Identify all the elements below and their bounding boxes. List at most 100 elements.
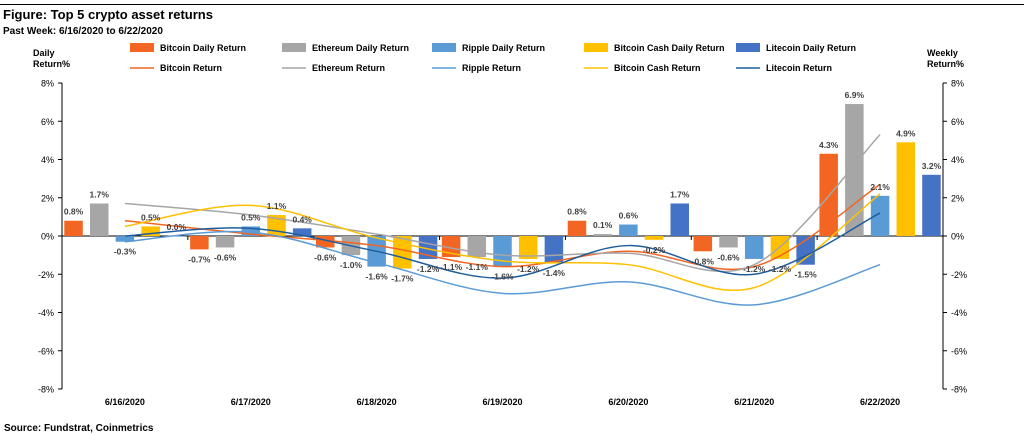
bar-data-label: -0.6% [214, 252, 237, 262]
legend-swatch-bar [432, 43, 456, 52]
bar [190, 236, 209, 250]
bar-data-label: -0.6% [314, 252, 337, 262]
bar-data-label: 3.2% [922, 161, 942, 171]
y-tick-label-left: 8% [41, 79, 54, 89]
y-tick-label-left: -8% [38, 385, 54, 395]
y-tick-label-right: -6% [951, 346, 967, 356]
bar-data-label: -0.8% [692, 256, 715, 266]
y-tick-label-left: -2% [38, 270, 54, 280]
y-tick-label-right: -4% [951, 308, 967, 318]
bar [896, 142, 916, 236]
legend-label: Ripple Daily Return [462, 43, 545, 53]
y-axis-title-right: Return% [927, 59, 964, 69]
bar-data-label: 0.6% [619, 211, 639, 221]
bar [393, 236, 412, 269]
bar [567, 220, 587, 236]
return-line [124, 212, 881, 279]
bar-data-label: 0.5% [141, 212, 161, 222]
bar [64, 220, 83, 236]
return-line [124, 134, 881, 273]
y-tick-label-right: 4% [951, 155, 964, 165]
legend-label: Ripple Return [462, 63, 521, 73]
y-tick-label-left: -4% [38, 308, 54, 318]
bar [241, 226, 261, 236]
x-tick-label: 6/20/2020 [608, 397, 648, 407]
legend-swatch-bar [736, 43, 760, 52]
y-tick-label-right: 0% [951, 232, 964, 242]
bar [619, 224, 638, 236]
bar [693, 236, 713, 252]
y-tick-label-left: 6% [41, 117, 54, 127]
legend-label: Litecoin Return [766, 63, 832, 73]
y-tick-label-left: -6% [38, 346, 54, 356]
bar-data-label: -0.7% [188, 254, 211, 264]
bar [845, 104, 864, 236]
bar-data-label: 0.0% [167, 222, 187, 232]
bar-data-label: 1.7% [670, 189, 690, 199]
bar-data-label: 2.1% [870, 182, 890, 192]
bar [215, 236, 235, 248]
bar-data-label: -1.0% [340, 260, 363, 270]
bar [518, 236, 538, 259]
bar [544, 236, 564, 263]
bar-data-label: 0.1% [593, 220, 613, 230]
return-line [124, 230, 881, 306]
bar-data-label: -1.4% [543, 268, 566, 278]
legend-label: Bitcoin Cash Return [614, 63, 701, 73]
legend-label: Bitcoin Return [160, 63, 222, 73]
bar [593, 234, 612, 236]
bar-data-label: 4.3% [819, 140, 839, 150]
bar-data-label: 0.8% [64, 207, 84, 217]
bar [315, 236, 335, 248]
bar-data-label: -1.2% [769, 264, 792, 274]
x-tick-label: 6/18/2020 [357, 397, 397, 407]
chart-title: Figure: Top 5 crypto asset returns [3, 7, 213, 22]
bar [870, 195, 890, 236]
y-tick-label-right: 2% [951, 193, 964, 203]
y-tick-label-left: 0% [41, 232, 54, 242]
x-tick-label: 6/16/2020 [105, 397, 145, 407]
legend-label: Bitcoin Daily Return [160, 43, 246, 53]
bar-data-label: -1.6% [366, 272, 389, 282]
x-tick-label: 6/22/2020 [860, 397, 900, 407]
bar-data-label: -1.2% [743, 264, 766, 274]
return-lines [124, 134, 881, 306]
chart-subtitle: Past Week: 6/16/2020 to 6/22/2020 [3, 26, 163, 37]
bar [493, 236, 512, 267]
y-tick-label-left: 2% [41, 193, 54, 203]
bar-data-label: -1.5% [795, 270, 818, 280]
bar [922, 174, 941, 236]
bar [744, 236, 764, 259]
y-axis-title-left: Return% [33, 59, 70, 69]
bar [467, 236, 487, 258]
bar [418, 236, 438, 259]
bar-data-label: -1.1% [440, 262, 463, 272]
return-line [124, 183, 881, 271]
x-tick-label: 6/17/2020 [231, 397, 271, 407]
y-tick-label-right: 8% [951, 79, 964, 89]
legend-label: Ethereum Return [312, 63, 385, 73]
bar-data-label: 0.4% [292, 214, 312, 224]
bar [292, 228, 312, 236]
legend-label: Litecoin Daily Return [766, 43, 856, 53]
bar-data-label: -1.7% [391, 274, 414, 284]
y-tick-label-right: 6% [951, 117, 964, 127]
bar [167, 236, 186, 237]
data-labels: 0.8%-0.7% -0.6%-1.1%0.8%-0.8%4.3%1.7%-0.6… [64, 90, 942, 283]
bar-data-label: 0.5% [241, 212, 261, 222]
bar [115, 236, 135, 242]
y-tick-label-right: -2% [951, 270, 967, 280]
bar [89, 203, 109, 236]
bar-data-label: -0.3% [114, 247, 137, 257]
bar-data-label: -1.1% [466, 262, 489, 272]
bar [141, 226, 160, 236]
bar-data-label: 1.1% [267, 201, 287, 211]
x-tick-label: 6/19/2020 [482, 397, 522, 407]
bar-data-label: -0.6% [717, 252, 740, 262]
bar [719, 236, 738, 248]
bar-data-label: 6.9% [845, 90, 865, 100]
y-axis-title-right: Weekly [927, 48, 958, 58]
chart-source: Source: Fundstrat, Coinmetrics [4, 423, 154, 434]
